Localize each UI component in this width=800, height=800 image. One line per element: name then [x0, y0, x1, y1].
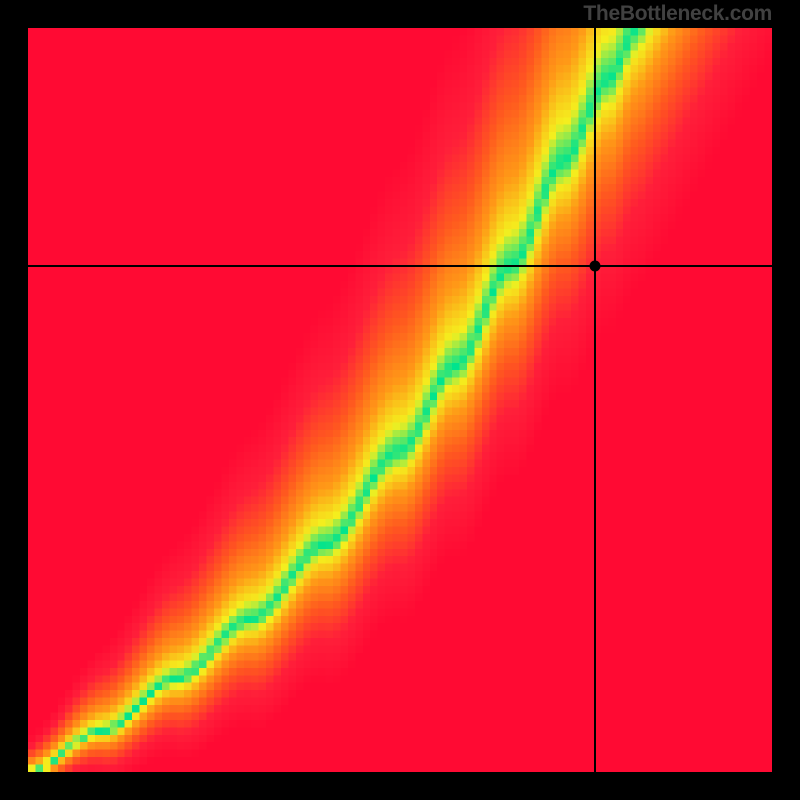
heatmap-canvas	[28, 28, 772, 772]
heatmap-plot	[28, 28, 772, 772]
watermark-text: TheBottleneck.com	[583, 2, 772, 26]
crosshair-horizontal	[28, 265, 772, 267]
crosshair-marker	[589, 261, 600, 272]
figure-container: TheBottleneck.com	[0, 0, 800, 800]
crosshair-vertical	[594, 28, 596, 772]
